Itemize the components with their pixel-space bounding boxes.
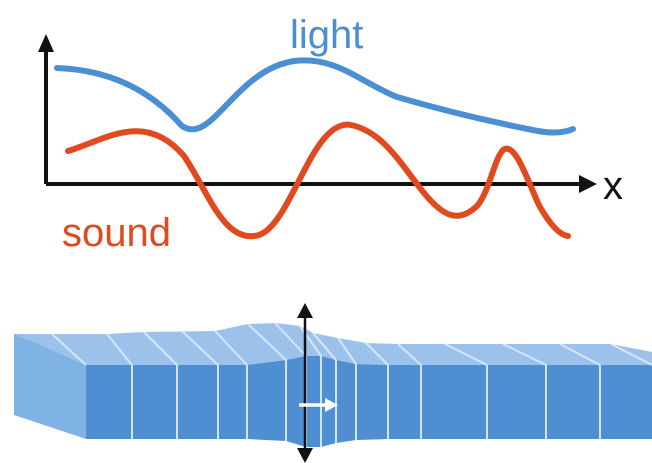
light-label: light — [290, 13, 363, 57]
sound-label: sound — [62, 211, 171, 255]
y-axis-arrowhead-icon — [38, 34, 54, 52]
x-axis-label: x — [603, 164, 623, 208]
slab-left-face — [14, 334, 86, 439]
up-arrow-icon — [297, 303, 313, 318]
right-arrow-icon — [325, 398, 338, 412]
sound-wave — [65, 121, 571, 240]
light-wave — [54, 57, 576, 136]
x-axis-arrowhead-icon — [579, 175, 597, 193]
slab-front-face — [86, 356, 652, 447]
slab-top-stripes — [51, 322, 652, 366]
down-arrow-icon — [297, 448, 313, 463]
slab-top-face — [14, 323, 652, 365]
